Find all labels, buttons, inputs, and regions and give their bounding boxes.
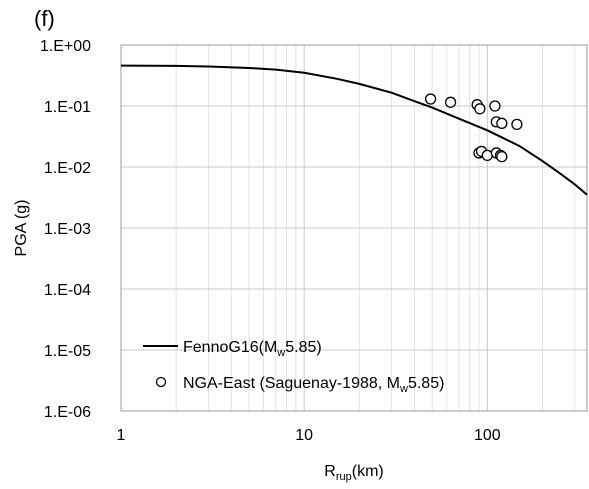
legend-entry-nga-east-sub: w xyxy=(399,383,408,395)
x-tick-label: 10 xyxy=(295,427,313,444)
y-tick-label: 1.E-06 xyxy=(44,404,91,421)
y-tick-labels: 1.E+00 1.E-01 1.E-02 1.E-03 1.E-04 1.E-05 1.E-… xyxy=(40,38,91,421)
y-tick-label: 1.E-04 xyxy=(44,282,91,299)
legend-entry-nga-east: NGA-East (Saguenay-1988, Mw5.85) xyxy=(183,375,444,395)
legend-entry-nga-east-main: NGA-East (Saguenay-1988, M xyxy=(183,375,400,392)
x-axis-label-rest: (km) xyxy=(352,463,384,480)
data-point-nga-east xyxy=(424,93,437,105)
plot-frame xyxy=(120,44,588,412)
legend-entry-fennog16-main: FennoG16(M xyxy=(183,339,277,356)
y-axis-label: PGA (g) xyxy=(13,200,30,257)
x-axis-label: Rrup(km) xyxy=(324,463,383,483)
data-point-nga-east xyxy=(474,103,486,115)
y-tick-label: 1.E-02 xyxy=(44,160,91,177)
x-axis-label-main: R xyxy=(324,463,336,480)
series-layer xyxy=(120,64,588,196)
legend-swatch-marker xyxy=(155,376,167,388)
x-axis-label-sub: rup xyxy=(336,471,352,483)
y-tick-label: 1.E-05 xyxy=(44,343,91,360)
legend-entry-fennog16-rest: 5.85) xyxy=(285,339,321,356)
y-tick-label: 1.E-01 xyxy=(44,99,91,116)
y-tick-label: 1.E+00 xyxy=(40,38,91,55)
grid-lines xyxy=(120,44,587,412)
data-point-nga-east xyxy=(444,96,457,108)
series-line-fennog16 xyxy=(120,64,588,196)
legend-entry-fennog16-sub: w xyxy=(276,347,285,359)
data-point-nga-east xyxy=(511,118,523,131)
data-point-nga-east xyxy=(496,117,508,129)
y-tick-label: 1.E-03 xyxy=(44,221,91,238)
legend-entry-nga-east-rest: 5.85) xyxy=(408,375,444,392)
data-point-nga-east xyxy=(496,150,508,163)
x-tick-label: 1 xyxy=(117,427,126,444)
x-tick-labels: 1 10 100 xyxy=(117,427,501,444)
x-tick-label: 100 xyxy=(474,427,501,444)
legend: FennoG16(Mw5.85) NGA-East (Saguenay-1988… xyxy=(143,339,444,395)
data-point-nga-east xyxy=(489,100,501,112)
panel-label: (f) xyxy=(34,6,55,31)
legend-entry-fennog16: FennoG16(Mw5.85) xyxy=(183,339,322,359)
